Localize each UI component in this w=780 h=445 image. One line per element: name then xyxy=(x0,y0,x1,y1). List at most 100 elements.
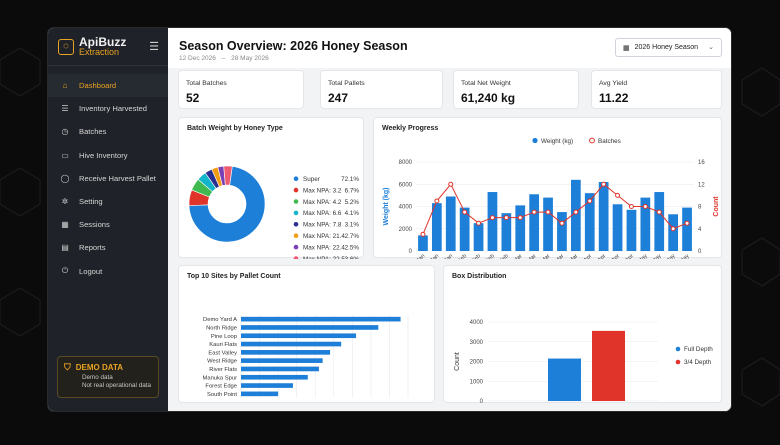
legend-marker xyxy=(293,222,299,227)
box-distribution-chart-card: Box Distribution 01000200030004000CountT… xyxy=(443,265,722,404)
user-icon: ◯ xyxy=(60,173,70,183)
site-label: River Flats xyxy=(209,367,237,373)
x-tick-label: 16 Feb xyxy=(479,253,496,259)
site-bar xyxy=(241,358,323,363)
sidebar-item-label: Inventory Harvested xyxy=(79,104,147,114)
site-bar xyxy=(241,391,279,397)
weekly-progress-chart-card: Weekly Progress 0 2000 4000 6000 8000 0 4 8 12 16… xyxy=(373,117,722,259)
batches-point xyxy=(476,220,482,226)
brand[interactable]: ⬡ ApiBuzz Extraction xyxy=(48,28,168,66)
site-bar xyxy=(241,383,293,388)
sidebar-item-receive-harvest-pallet[interactable]: ◯ Receive Harvest Pallet xyxy=(48,167,168,190)
y-axis-label: Weight (kg) xyxy=(383,188,390,226)
legend-label: 3/4 Depth xyxy=(684,359,712,366)
y2-axis-label: Count xyxy=(713,196,720,217)
sidebar-item-sessions[interactable]: ▦ Sessions xyxy=(48,213,168,236)
legend-marker-weight xyxy=(532,137,538,144)
weight-bar xyxy=(612,204,623,251)
box-icon: ▭ xyxy=(61,150,69,160)
legend-value: 72.1% xyxy=(341,176,359,183)
batches-point xyxy=(420,231,426,237)
legend-label: Max NPA: 22.5 xyxy=(303,256,345,259)
list-icon: ☰ xyxy=(61,104,69,114)
sidebar-item-label: Dashboard xyxy=(79,81,117,91)
sidebar-item-reports[interactable]: ▤ Reports xyxy=(48,236,168,259)
site-label: North Ridge xyxy=(206,325,237,331)
weight-bar xyxy=(557,212,567,251)
y-tick-label: 2000 xyxy=(470,360,484,366)
weight-bar xyxy=(640,197,651,251)
page-header: Season Overview: 2026 Honey Season 12 De… xyxy=(168,28,731,68)
legend-value: 2.7% xyxy=(345,233,360,240)
sidebar-item-logout[interactable]: ⏻ Logout xyxy=(48,260,168,283)
sidebar-item-batches[interactable]: ◷ Batches xyxy=(48,120,168,143)
site-label: Pine Loop xyxy=(211,334,237,340)
app-name: ApiBuzz xyxy=(79,35,127,49)
season-value: 2026 Honey Season xyxy=(634,44,699,51)
site-bar xyxy=(241,333,357,339)
legend-marker xyxy=(675,346,681,352)
clock-icon: ◷ xyxy=(61,127,69,137)
site-bar xyxy=(241,350,331,355)
kpi-card-avg-yield: Avg Yield 11.22 xyxy=(591,70,722,109)
weight-bar xyxy=(473,223,484,251)
legend-value: 4.1% xyxy=(345,210,360,217)
x-tick-label: 26 Jan xyxy=(438,253,454,259)
batches-point xyxy=(642,204,648,209)
batches-point xyxy=(670,226,676,232)
sidebar-item-hive-inventory[interactable]: ▭ Hive Inventory xyxy=(48,144,168,167)
kpi-label: Avg Yield xyxy=(599,80,628,87)
batches-point xyxy=(531,209,537,215)
gear-icon: ✲ xyxy=(61,197,69,207)
kpi-label: Total Net Weight xyxy=(461,80,511,87)
chart-title: Weekly Progress xyxy=(382,125,439,132)
kpi-card-batches: Total Batches 52 xyxy=(178,70,304,109)
pie-slice xyxy=(223,165,233,186)
legend-label: Max NPA: 21.4 xyxy=(303,233,345,240)
chart-title: Top 10 Sites by Pallet Count xyxy=(187,273,281,280)
honey-type-donut-chart: Super 72.1% Max NPA: 3.2 6.7%Max NPA: 4.2 5.… xyxy=(188,165,360,259)
batches-point xyxy=(489,215,495,221)
site-label: West Ridge xyxy=(207,359,237,365)
y-axis-label: Count xyxy=(454,352,461,371)
power-icon: ⏻ xyxy=(61,266,69,276)
x-tick-label: 30 Mar xyxy=(563,253,580,259)
batches-point xyxy=(628,204,634,209)
batches-point xyxy=(656,209,662,215)
x-tick-label: 06 Apr xyxy=(577,253,593,259)
hamburger-menu-icon[interactable]: ☰ xyxy=(149,41,159,53)
legend-value: 5.2% xyxy=(345,199,360,206)
batches-point xyxy=(545,209,551,215)
weight-bar xyxy=(543,197,553,251)
sidebar: ⬡ ApiBuzz Extraction ☰ ⌂ Dashboard ☰ Invent… xyxy=(48,28,168,411)
y-tick-label: 1000 xyxy=(470,379,484,385)
legend-marker xyxy=(675,359,681,365)
x-tick-label: 16 Mar xyxy=(535,253,552,259)
y-tick-label: 6000 xyxy=(399,182,413,188)
kpi-value: 52 xyxy=(186,91,200,105)
shield-icon: ⛉ xyxy=(64,362,71,372)
kpi-card-pallets: Total Pallets 247 xyxy=(320,70,443,109)
site-label: Forest Edge xyxy=(205,384,237,390)
kpi-label: Total Pallets xyxy=(328,80,365,87)
chart-title: Batch Weight by Honey Type xyxy=(187,125,283,132)
legend-marker xyxy=(293,256,299,259)
sidebar-item-setting[interactable]: ✲ Setting xyxy=(48,190,168,213)
site-bar xyxy=(241,341,342,347)
demo-line-2: Not real operational data xyxy=(82,382,151,389)
x-tick-label: 19 Jan xyxy=(424,253,440,259)
document-icon: ▤ xyxy=(61,243,69,253)
kpi-value: 247 xyxy=(328,91,349,105)
weight-bar xyxy=(668,214,679,251)
weight-bar xyxy=(682,207,692,251)
sidebar-item-inventory-harvested[interactable]: ☰ Inventory Harvested xyxy=(48,97,168,120)
legend-value: 3.1% xyxy=(345,222,360,229)
chart-title: Box Distribution xyxy=(452,273,507,280)
weight-bar xyxy=(570,179,581,251)
sidebar-item-dashboard[interactable]: ⌂ Dashboard xyxy=(48,74,168,98)
legend-label: Max NPA: 7.8 xyxy=(303,222,342,229)
season-dropdown[interactable]: ▦ 2026 Honey Season ⌄ xyxy=(615,38,722,57)
y-tick-label: 3000 xyxy=(470,340,484,346)
batches-point xyxy=(587,198,593,204)
weight-bar xyxy=(529,194,540,251)
